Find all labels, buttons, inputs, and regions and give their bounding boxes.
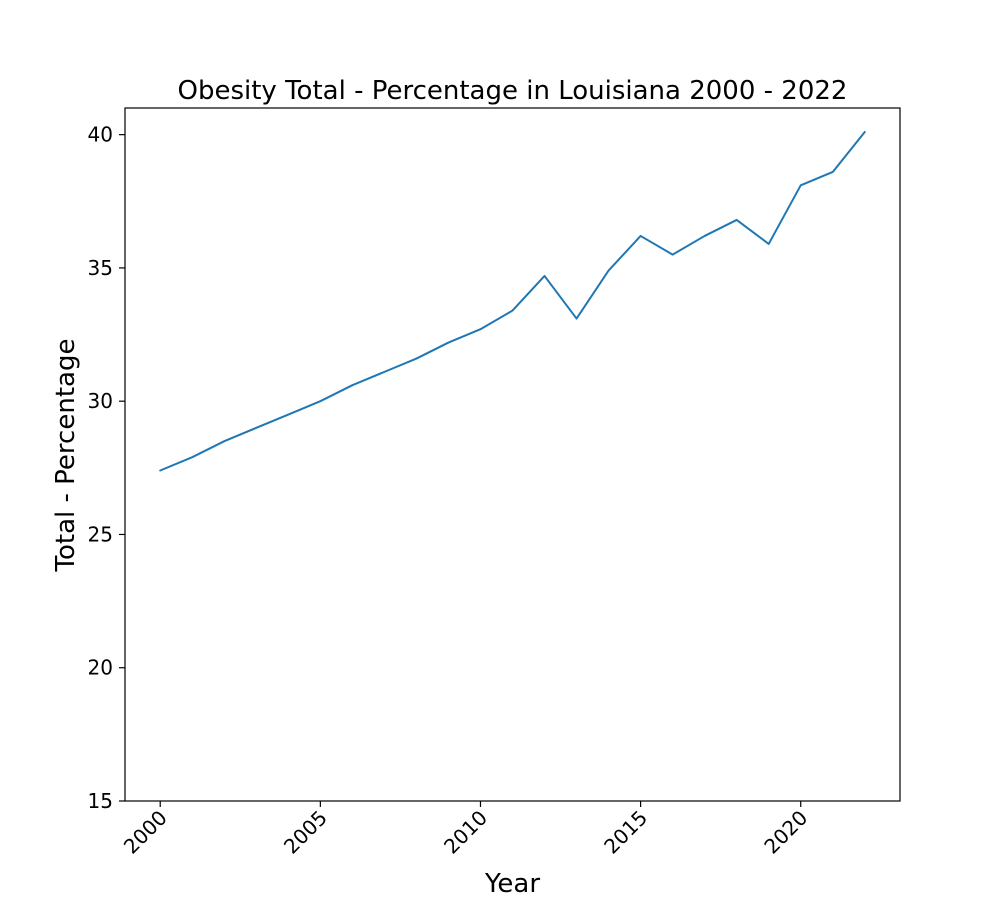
plot-area <box>124 107 901 802</box>
y-tick-label: 30 <box>88 389 113 413</box>
y-tick-label: 25 <box>88 522 113 546</box>
data-point <box>383 371 385 373</box>
data-point <box>223 440 225 442</box>
data-point <box>287 414 289 416</box>
data-point <box>576 318 578 320</box>
x-axis-ticks: 2000 2005 2010 2015 2020 <box>119 801 812 859</box>
x-tick-label: 2010 <box>439 806 492 859</box>
data-point <box>479 328 481 330</box>
data-point <box>640 235 642 237</box>
x-tick-label: 2015 <box>599 806 652 859</box>
y-tick-label: 40 <box>88 123 113 147</box>
data-point <box>704 235 706 237</box>
y-tick-label: 20 <box>88 656 113 680</box>
y-axis-label: Total - Percentage <box>51 339 81 573</box>
data-point <box>255 427 257 429</box>
x-axis-label: Year <box>484 869 540 899</box>
data-point <box>191 456 193 458</box>
data-point <box>415 358 417 360</box>
data-point <box>768 243 770 245</box>
data-point <box>608 270 610 272</box>
data-point <box>351 384 353 386</box>
data-point <box>864 131 866 133</box>
data-point <box>512 310 514 312</box>
data-point <box>672 254 674 256</box>
data-point <box>736 219 738 221</box>
data-point <box>832 171 834 173</box>
chart-title: Obesity Total - Percentage in Louisiana … <box>178 76 848 106</box>
x-tick-label: 2005 <box>279 806 332 859</box>
data-point <box>319 400 321 402</box>
data-point <box>800 184 802 186</box>
series-line-0 <box>159 130 866 472</box>
y-tick-label: 15 <box>88 789 113 813</box>
y-tick-label: 35 <box>88 256 113 280</box>
x-tick-label: 2000 <box>119 806 172 859</box>
y-axis-ticks: 15 20 25 30 35 40 <box>88 123 125 813</box>
series-layer <box>159 130 866 472</box>
data-point <box>447 342 449 344</box>
data-point <box>544 275 546 277</box>
x-tick-label: 2020 <box>759 806 812 859</box>
data-point <box>159 469 161 471</box>
plot-frame <box>124 107 901 802</box>
